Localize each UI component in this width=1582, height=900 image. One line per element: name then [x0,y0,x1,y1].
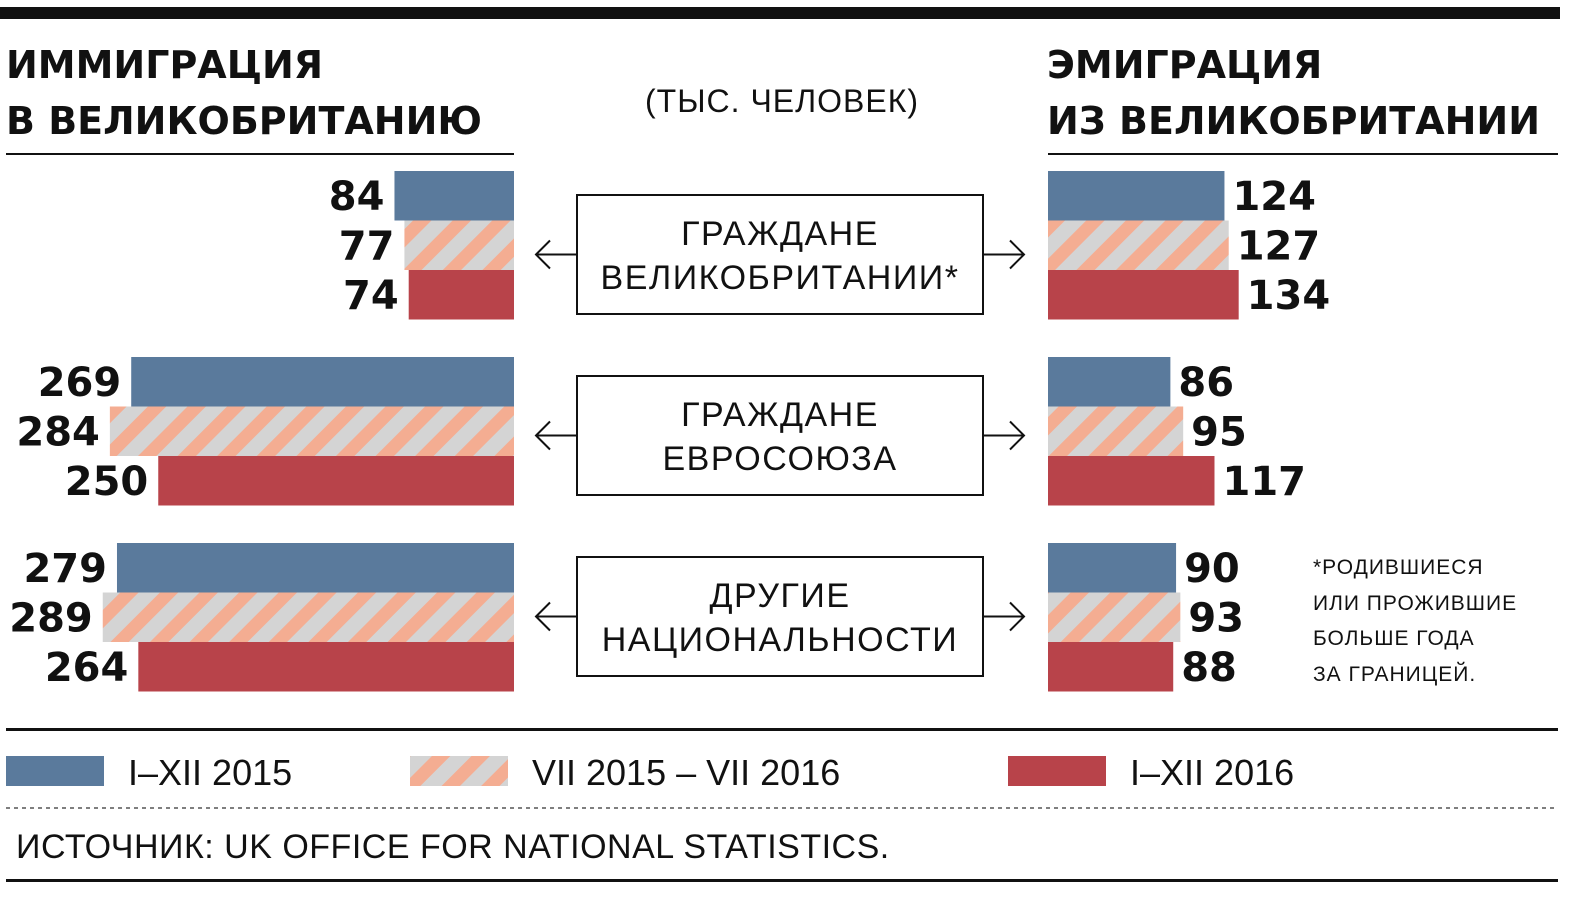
category-box-2: ГРАЖДАНЕ ЕВРОСОЮЗА [534,375,1026,496]
category-label-line-1: ГРАЖДАНЕ [681,396,879,434]
immigration-title-line1: ИММИГРАЦИЯ [6,43,323,87]
immigration-bar-2015-cat2 [131,357,514,407]
emigration-bar-mid-cat2 [1048,406,1184,456]
immigration-value-2015-cat3: 279 [23,546,107,592]
emigration-value-2016-cat2: 117 [1222,459,1306,505]
right-arrow-icon [983,420,1026,451]
immigration-title-underline [6,153,514,155]
legend-label-2016: I–XII 2016 [1130,752,1294,793]
emigration-value-2015-cat2: 86 [1178,360,1234,406]
left-arrow-icon [534,239,577,270]
immigration-value-2016-cat3: 264 [45,645,129,691]
category-label-line-1: ГРАЖДАНЕ [681,215,879,253]
right-arrow-icon [983,601,1026,632]
immigration-bar-2015-cat3 [116,543,514,593]
immigration-bar-2016-cat2 [158,456,514,506]
footnote-line-2: ИЛИ ПРОЖИВШИЕ [1313,592,1517,615]
emigration-value-2016-cat1: 134 [1247,273,1331,319]
emigration-bar-2016-cat3 [1048,642,1174,692]
emigration-bar-2016-cat2 [1048,456,1215,506]
emigration-bar-2016-cat1 [1048,270,1239,320]
immigration-bar-mid-cat3 [102,592,515,642]
emigration-bar-mid-cat1 [1048,220,1229,270]
immigration-value-2015-cat2: 269 [38,360,122,406]
top-rule [0,7,1560,19]
immigration-bar-2016-cat3 [138,642,514,692]
footnote-line-4: ЗА ГРАНИЦЕЙ. [1313,662,1476,686]
emigration-value-mid-cat2: 95 [1191,409,1247,455]
category-box-3: ДРУГИЕ НАЦИОНАЛЬНОСТИ [534,556,1026,677]
emigration-value-2015-cat1: 124 [1232,174,1316,220]
immigration-bar-2016-cat1 [408,270,514,320]
footnote-line-3: БОЛЬШЕ ГОДА [1313,627,1475,650]
immigration-title-line2: В ВЕЛИКОБРИТАНИЮ [6,99,482,143]
right-arrow-icon [983,239,1026,270]
immigration-value-mid-cat2: 284 [16,409,100,455]
emigration-value-2015-cat3: 90 [1184,546,1240,592]
legend-swatch-mid [410,756,508,786]
legend-label-2015: I–XII 2015 [128,752,292,793]
immigration-value-mid-cat3: 289 [9,595,93,641]
category-label-line-2: ЕВРОСОЮЗА [662,440,897,478]
emigration-title-underline [1048,153,1558,155]
emigration-bar-2015-cat3 [1048,543,1177,593]
immigration-value-2016-cat1: 74 [343,273,399,319]
emigration-value-2016-cat3: 88 [1181,645,1237,691]
bottom-rule [6,879,1558,882]
legend-label-mid: VII 2015 – VII 2016 [532,752,840,793]
unit-label: (ТЫС. ЧЕЛОВЕК) [645,83,919,119]
legend-swatch-2015 [6,756,104,786]
immigration-bar-mid-cat1 [404,220,514,270]
emigration-bar-2015-cat2 [1048,357,1171,407]
category-label-line-1: ДРУГИЕ [709,577,850,615]
immigration-value-mid-cat1: 77 [339,223,395,269]
footnote: *РОДИВШИЕСЯ ИЛИ ПРОЖИВШИЕ БОЛЬШЕ ГОДА ЗА… [1313,556,1517,686]
left-arrow-icon [534,420,577,451]
emigration-value-mid-cat3: 93 [1188,595,1244,641]
immigration-bar-2015-cat1 [394,171,514,221]
immigration-bar-mid-cat2 [109,406,515,456]
emigration-value-mid-cat1: 127 [1237,223,1321,269]
emigration-title-line1: ЭМИГРАЦИЯ [1047,43,1322,87]
emigration-title-line2: ИЗ ВЕЛИКОБРИТАНИИ [1047,99,1540,143]
category-label-line-2: ВЕЛИКОБРИТАНИИ* [601,259,960,297]
legend-rule [6,728,1558,731]
category-box-1: ГРАЖДАНЕ ВЕЛИКОБРИТАНИИ* [534,194,1026,315]
category-label-line-2: НАЦИОНАЛЬНОСТИ [602,621,959,659]
left-arrow-icon [534,601,577,632]
emigration-bar-2015-cat1 [1048,171,1225,221]
legend-swatch-2016 [1008,756,1106,786]
immigration-value-2016-cat2: 250 [65,459,149,505]
source-text: ИСТОЧНИК: UK OFFICE FOR NATIONAL STATIST… [16,828,890,866]
footnote-line-1: *РОДИВШИЕСЯ [1313,556,1484,579]
immigration-value-2015-cat1: 84 [329,174,385,220]
emigration-bar-mid-cat3 [1048,592,1181,642]
